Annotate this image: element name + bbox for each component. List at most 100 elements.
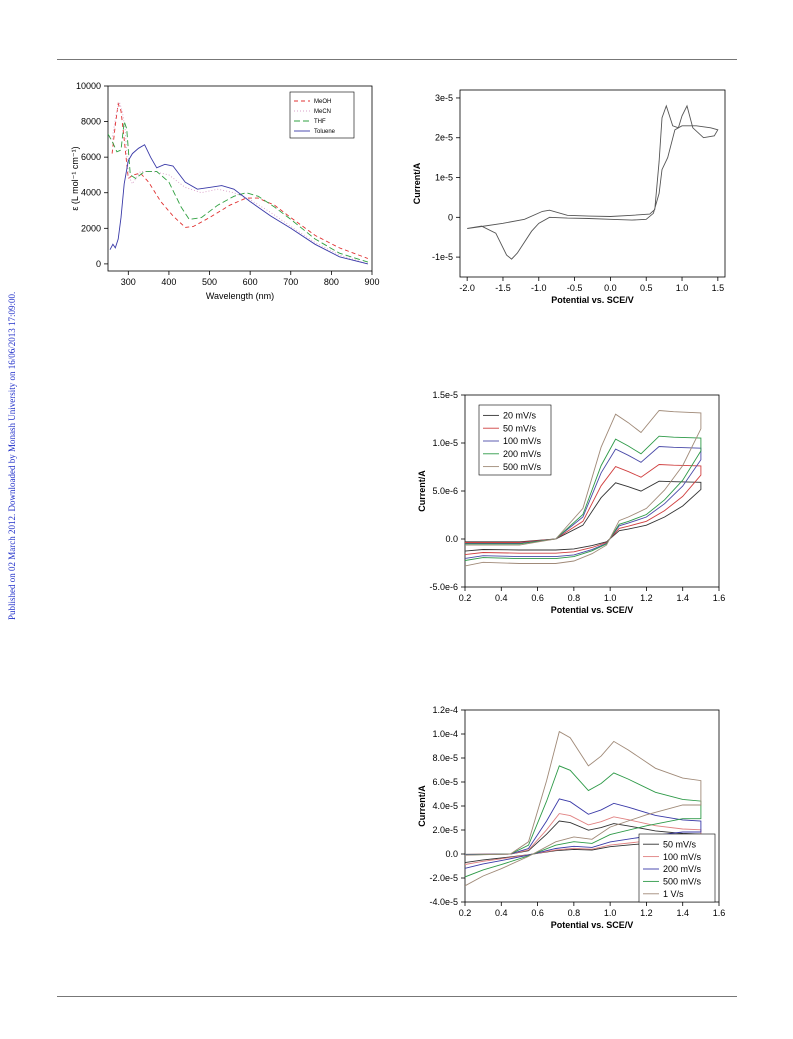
y-tick-label: 1.2e-4 xyxy=(432,705,458,715)
legend-label: 500 mV/s xyxy=(503,462,542,472)
x-tick-label: 1.6 xyxy=(713,593,726,603)
legend-label: 200 mV/s xyxy=(663,864,702,874)
y-tick-label: 10000 xyxy=(76,81,101,91)
y-axis-label: ε (L mol⁻¹ cm⁻¹) xyxy=(70,146,80,210)
y-axis-label: Current/A xyxy=(412,162,422,204)
x-tick-label: 1.4 xyxy=(676,908,689,918)
y-axis-label: Current/A xyxy=(417,785,427,827)
series-line-1 xyxy=(465,464,702,556)
legend-label: MeCN xyxy=(314,109,331,115)
y-tick-label: 0.0 xyxy=(445,534,458,544)
y-tick-label: 3e-5 xyxy=(435,93,453,103)
y-tick-label: 6.0e-5 xyxy=(432,777,458,787)
x-tick-label: 500 xyxy=(202,277,217,287)
cyclic-voltammogram-scan-rate-chart-2: 0.2 0.4 0.6 0.8 1.0 1.2 1.4 1.6 -4.0e-5 -2.0e-5 0.… xyxy=(415,700,725,932)
series-line-1 xyxy=(465,813,702,865)
y-tick-label: 2000 xyxy=(81,223,101,233)
y-tick-label: 4.0e-5 xyxy=(432,801,458,811)
x-tick-label: -1.0 xyxy=(531,283,547,293)
cv2-svg: 0.2 0.4 0.6 0.8 1.0 1.2 1.4 1.6 -5.0e-6 0.0 5.0e-6… xyxy=(417,390,726,615)
x-tick-label: 1.0 xyxy=(604,593,617,603)
cv1-svg: -2.0 -1.5 -1.0 -0.5 0.0 0.5 1.0 1.5 -1e-5 0 1e-5 2e… xyxy=(412,89,726,305)
series-line-4 xyxy=(465,410,702,567)
series-line-4 xyxy=(465,730,702,887)
x-tick-label: 0.4 xyxy=(495,593,508,603)
y-tick-label: -4.0e-5 xyxy=(429,897,458,907)
y-tick-label: 5.0e-6 xyxy=(432,486,458,496)
y-tick-label: 8000 xyxy=(81,117,101,127)
y-tick-label: 8.0e-5 xyxy=(432,753,458,763)
plot-frame xyxy=(459,89,726,278)
x-tick-label: 0.6 xyxy=(531,908,544,918)
x-tick-label: 900 xyxy=(364,277,379,287)
x-tick-label: 0.8 xyxy=(568,908,581,918)
y-tick-label: -5.0e-6 xyxy=(429,582,458,592)
header-rule xyxy=(57,59,737,60)
x-tick-label: 1.0 xyxy=(676,283,689,293)
watermark-text: Published on 02 March 2012. Downloaded b… xyxy=(7,292,17,620)
series-line-3 xyxy=(465,435,702,561)
plot-frame xyxy=(107,85,373,272)
y-tick-label: -2.0e-5 xyxy=(429,873,458,883)
legend-label: THF xyxy=(314,119,326,125)
x-tick-label: -1.5 xyxy=(495,283,511,293)
x-axis-label: Potential vs. SCE/V xyxy=(551,605,634,615)
cyclic-voltammogram-scan-rate-chart-1: 0.2 0.4 0.6 0.8 1.0 1.2 1.4 1.6 -5.0e-6 0.0 5.0e-6… xyxy=(415,385,725,617)
legend-label: 1 V/s xyxy=(663,889,684,899)
series-line-0 xyxy=(467,104,719,260)
legend-box xyxy=(478,404,552,476)
x-tick-label: -2.0 xyxy=(459,283,475,293)
x-tick-label: 1.5 xyxy=(712,283,725,293)
y-tick-label: 0 xyxy=(96,259,101,269)
series-line-3 xyxy=(465,765,702,878)
x-tick-label: 0.2 xyxy=(459,593,472,603)
legend-label: 50 mV/s xyxy=(663,839,697,849)
x-axis-label: Potential vs. SCE/V xyxy=(551,295,634,305)
x-tick-label: 0.2 xyxy=(459,908,472,918)
series-line-0 xyxy=(465,480,702,552)
watermark-svg: Published on 02 March 2012. Downloaded b… xyxy=(7,292,17,620)
uv-vis-spectrum-chart: 300 400 500 600 700 800 900 0 2000 4000 6000 8000 10… xyxy=(70,78,380,303)
y-tick-label: 0 xyxy=(448,212,453,222)
legend-label: 200 mV/s xyxy=(503,449,542,459)
footer-rule xyxy=(57,996,737,997)
x-tick-label: 1.4 xyxy=(676,593,689,603)
y-tick-label: 1.0e-5 xyxy=(432,438,458,448)
y-tick-label: 4000 xyxy=(81,188,101,198)
x-tick-label: 700 xyxy=(283,277,298,287)
series-line-3 xyxy=(109,144,369,265)
x-tick-label: 800 xyxy=(324,277,339,287)
legend-label: 500 mV/s xyxy=(663,877,702,887)
y-tick-label: 1.0e-4 xyxy=(432,729,458,739)
cv3-svg: 0.2 0.4 0.6 0.8 1.0 1.2 1.4 1.6 -4.0e-5 -2.0e-5 0.… xyxy=(417,705,726,930)
legend-label: MeOH xyxy=(314,99,331,105)
x-tick-label: 300 xyxy=(121,277,136,287)
series-line-0 xyxy=(111,102,369,259)
x-tick-label: 600 xyxy=(243,277,258,287)
y-tick-label: 1.5e-5 xyxy=(432,390,458,400)
x-tick-label: 1.2 xyxy=(640,908,653,918)
x-tick-label: 0.8 xyxy=(568,593,581,603)
series-line-2 xyxy=(465,446,702,559)
y-tick-label: -1e-5 xyxy=(432,252,453,262)
x-tick-label: 1.0 xyxy=(604,908,617,918)
cyclic-voltammogram-wide-chart: -2.0 -1.5 -1.0 -0.5 0.0 0.5 1.0 1.5 -1e-5 0 1e-5 2e… xyxy=(412,82,735,307)
x-tick-label: 0.6 xyxy=(531,593,544,603)
y-tick-label: 0.0 xyxy=(445,849,458,859)
x-tick-label: 0.5 xyxy=(640,283,653,293)
x-tick-label: 1.6 xyxy=(713,908,726,918)
y-tick-label: 2.0e-5 xyxy=(432,825,458,835)
y-axis-label: Current/A xyxy=(417,470,427,512)
x-axis-label: Potential vs. SCE/V xyxy=(551,920,634,930)
x-axis-label: Wavelength (nm) xyxy=(206,291,274,301)
legend-label: 100 mV/s xyxy=(503,436,542,446)
x-tick-label: 400 xyxy=(161,277,176,287)
legend-box xyxy=(289,91,355,139)
x-tick-label: 0.0 xyxy=(604,283,617,293)
legend-label: 50 mV/s xyxy=(503,423,537,433)
series-line-2 xyxy=(108,121,369,263)
download-watermark: Published on 02 March 2012. Downloaded b… xyxy=(4,230,18,630)
x-tick-label: 1.2 xyxy=(640,593,653,603)
x-tick-label: 0.4 xyxy=(495,908,508,918)
y-tick-label: 1e-5 xyxy=(435,173,453,183)
